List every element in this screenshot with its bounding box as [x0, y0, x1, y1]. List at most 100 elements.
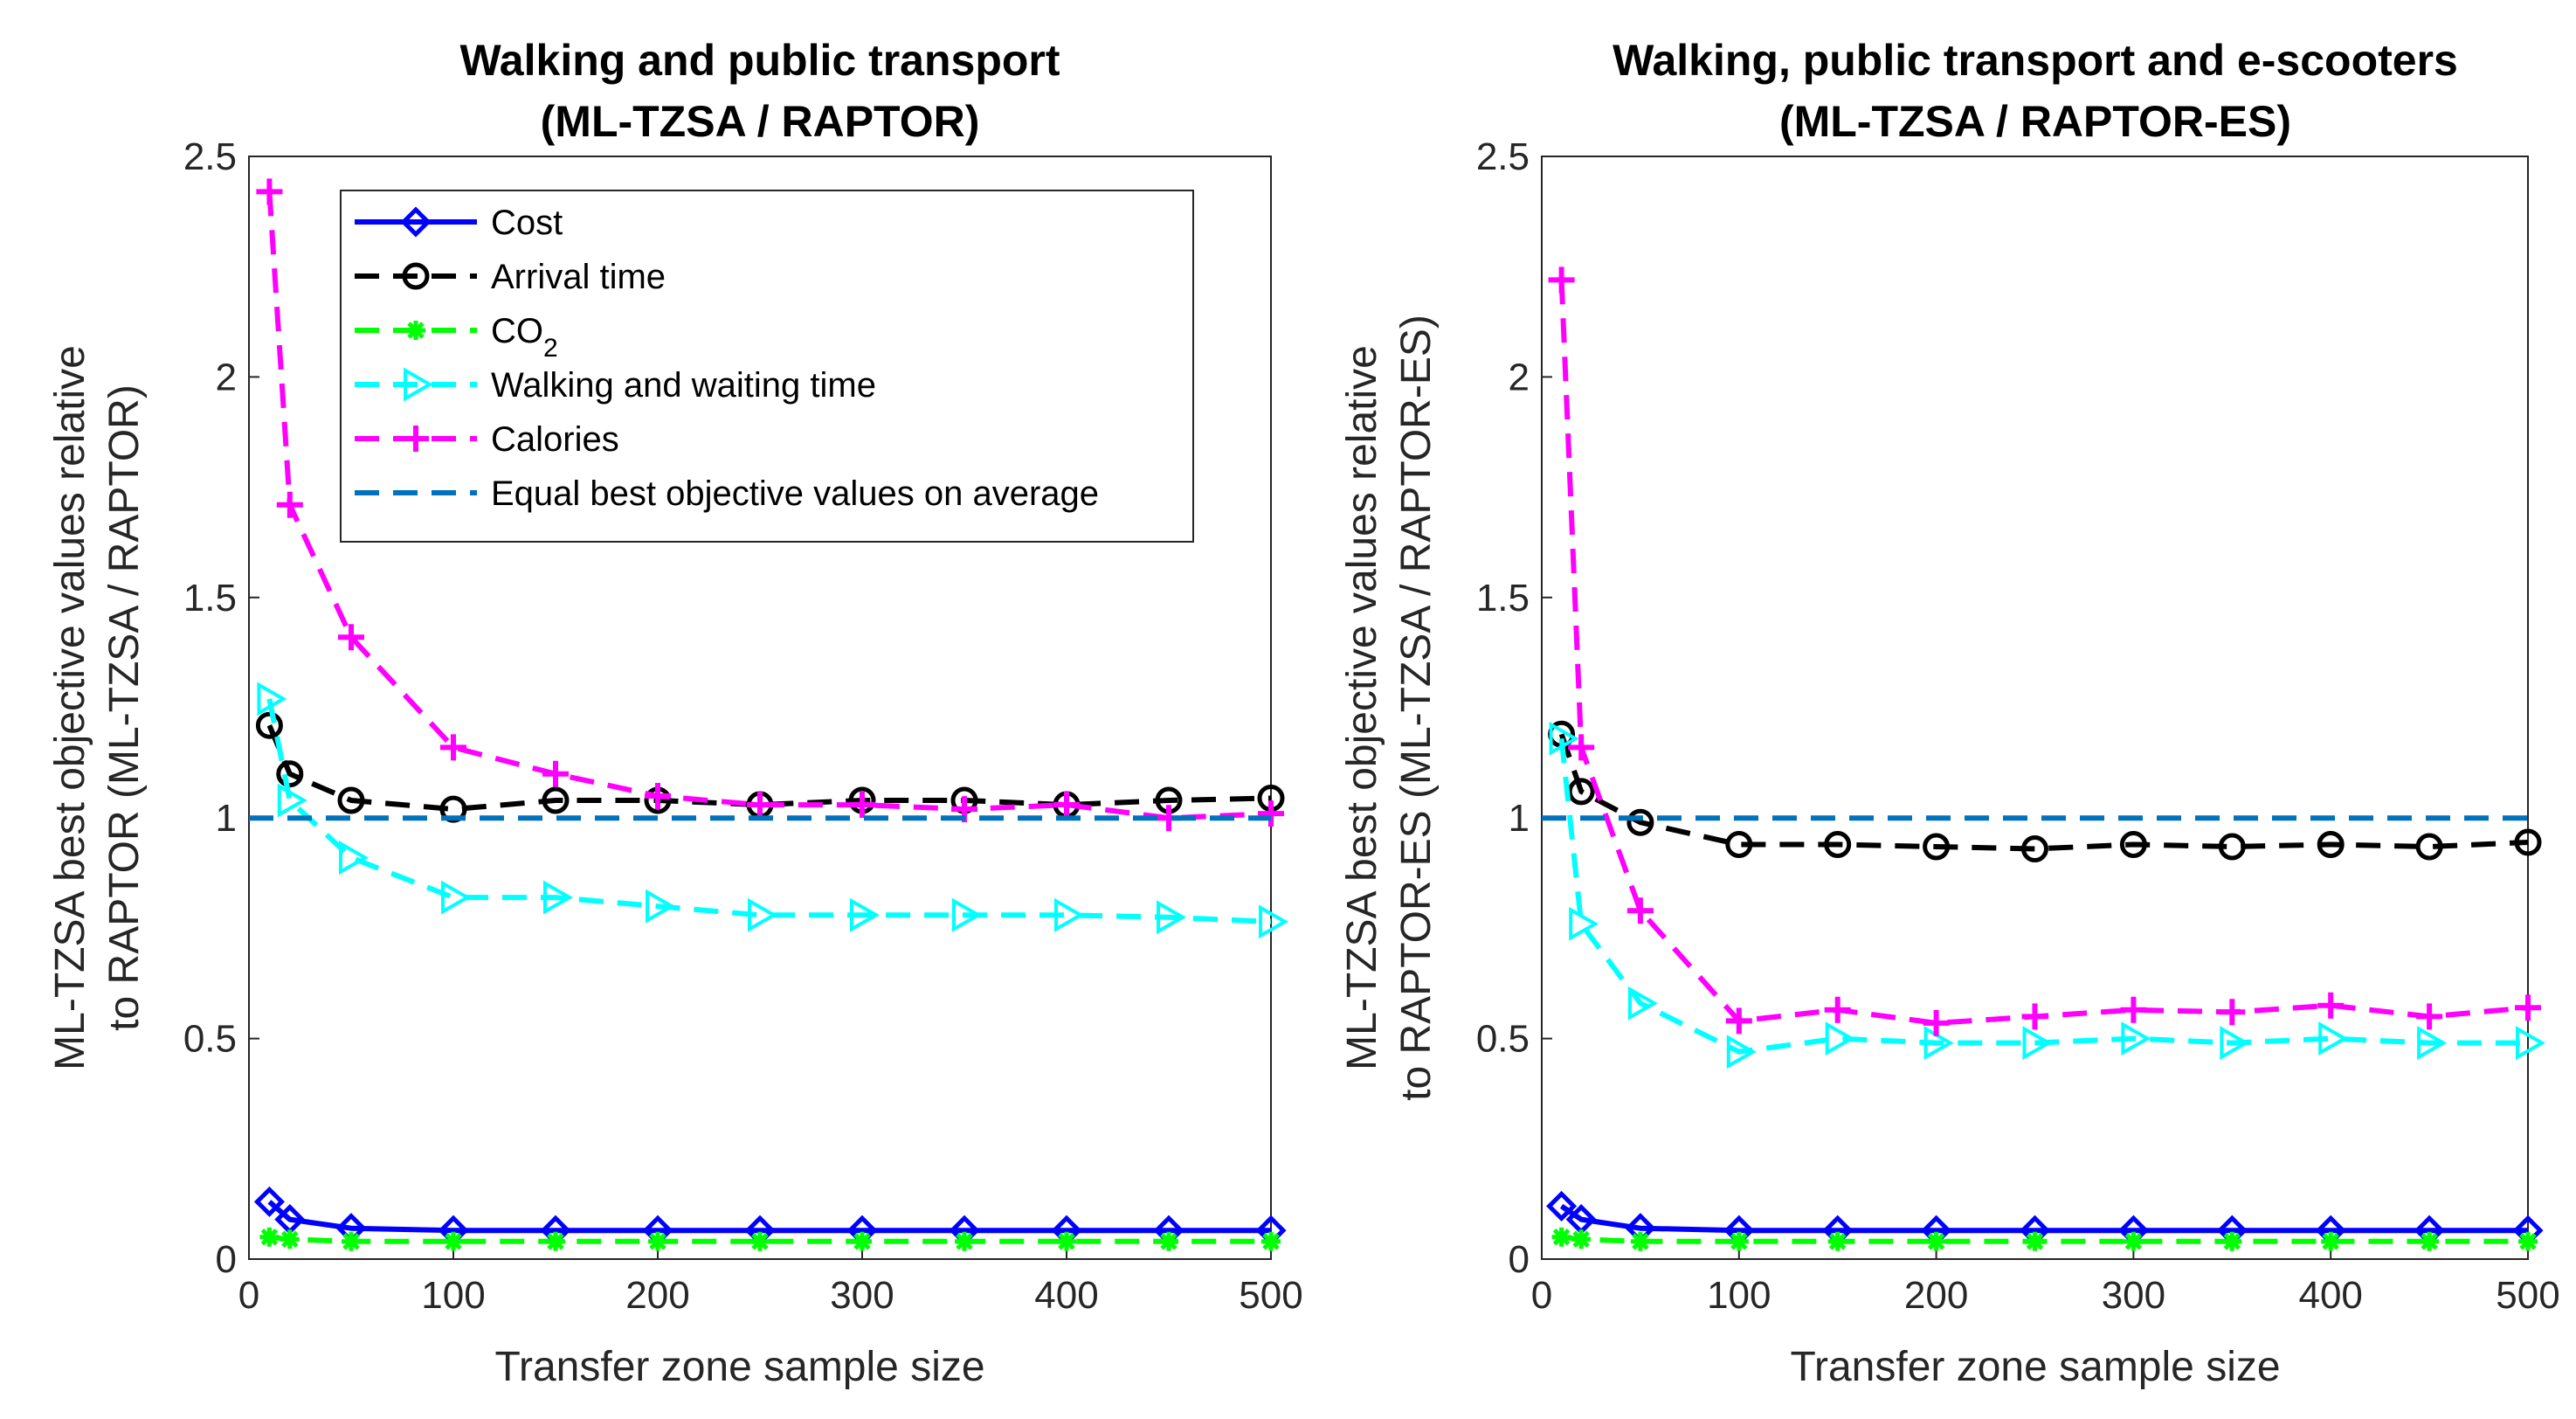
left-y-tick-label: 0	[216, 1238, 237, 1281]
legend-marker-arrival	[402, 262, 430, 290]
right-point-calories	[2515, 994, 2541, 1021]
right-chart-title-line2: (ML-TZSA / RAPTOR-ES)	[1779, 97, 2291, 146]
left-point-calories	[338, 624, 364, 651]
legend-marker-cost	[400, 206, 432, 238]
right-x-tick-label: 500	[2496, 1274, 2559, 1317]
right-point-calories	[2021, 1003, 2048, 1030]
left-series-line-arrival	[266, 724, 1272, 813]
right-point-walking	[2516, 1026, 2546, 1061]
legend-marker-walking	[404, 367, 434, 402]
left-point-co2	[955, 1231, 974, 1251]
left-point-walking	[339, 841, 369, 876]
right-point-co2	[1827, 1231, 1847, 1251]
left-x-axis-label: Transfer zone sample size	[494, 1344, 984, 1390]
right-chart-panel: Walking, public transport and e-scooters…	[1339, 36, 2560, 1390]
legend-marker-co2	[406, 321, 425, 340]
right-point-co2	[2420, 1231, 2440, 1251]
right-point-calories	[1923, 1009, 1950, 1036]
left-y-tick-label: 1	[216, 797, 237, 840]
right-point-arrival	[1923, 833, 1951, 861]
right-y-tick-label: 2	[1509, 356, 1530, 398]
right-point-walking	[2121, 1021, 2151, 1056]
right-point-co2	[2124, 1231, 2144, 1251]
right-series-line-co2	[1561, 1234, 2528, 1244]
legend-samples	[355, 206, 477, 495]
right-chart-title-line1: Walking, public transport and e-scooters	[1613, 36, 2458, 85]
right-point-calories	[2219, 999, 2246, 1026]
right-point-walking	[1569, 906, 1599, 941]
right-point-arrival	[2119, 830, 2147, 858]
left-point-arrival	[542, 786, 570, 814]
left-point-co2	[1159, 1231, 1178, 1251]
right-point-walking	[2022, 1026, 2053, 1061]
legend-label-arrival: Arrival time	[491, 258, 666, 296]
left-x-tick-label: 0	[238, 1274, 259, 1317]
left-point-walking	[952, 897, 983, 932]
left-point-cost	[253, 1186, 285, 1217]
right-point-co2	[2222, 1231, 2242, 1251]
left-point-walking	[1054, 897, 1085, 932]
left-point-co2	[1261, 1231, 1281, 1251]
left-point-walking	[748, 897, 778, 932]
right-y-axis-label-line2: to RAPTOR-ES (ML-TZSA / RAPTOR-ES)	[1393, 315, 1440, 1101]
legend-label-walking: Walking and waiting time	[491, 366, 876, 405]
left-y-tick-label: 0.5	[183, 1018, 237, 1061]
left-chart-panel: Walking and public transport (ML-TZSA / …	[47, 36, 1303, 1390]
left-series-line-calories	[266, 191, 1272, 821]
right-point-calories	[2416, 1003, 2443, 1030]
right-point-calories	[1548, 266, 1575, 294]
right-point-arrival	[1626, 808, 1654, 836]
right-point-calories	[1626, 897, 1654, 924]
right-point-walking	[2318, 1021, 2349, 1056]
legend-label-co2-subscript: 2	[543, 334, 558, 363]
right-y-tick-label: 1.5	[1476, 577, 1530, 620]
left-point-calories	[1053, 792, 1080, 819]
right-point-co2	[2518, 1231, 2538, 1251]
left-y-tick-label: 2	[216, 356, 237, 398]
left-point-calories	[542, 760, 569, 787]
right-x-tick-label: 100	[1707, 1274, 1771, 1317]
right-x-tick-label: 400	[2298, 1274, 2362, 1317]
left-point-co2	[546, 1231, 565, 1251]
right-point-co2	[2321, 1231, 2341, 1251]
right-y-tick-label: 0	[1509, 1238, 1530, 1281]
left-point-walking	[277, 783, 307, 818]
right-point-walking	[1627, 986, 1658, 1021]
left-y-tick-label: 2.5	[183, 135, 237, 178]
right-point-arrival	[1725, 830, 1753, 858]
right-x-tick-label: 0	[1531, 1274, 1552, 1317]
legend-label-equal: Equal best objective values on average	[491, 474, 1099, 513]
left-point-walking	[1157, 900, 1187, 935]
right-point-arrival	[2021, 835, 2048, 863]
right-point-co2	[1571, 1229, 1592, 1249]
right-y-tick-label: 1	[1509, 797, 1530, 840]
left-point-co2	[1057, 1231, 1076, 1251]
right-point-walking	[2417, 1026, 2448, 1061]
legend-label-co2: CO2	[491, 312, 558, 363]
right-point-cost	[1546, 1190, 1578, 1222]
right-x-tick-label: 300	[2102, 1274, 2165, 1317]
right-point-calories	[2317, 992, 2345, 1019]
left-y-tick-label: 1.5	[183, 577, 237, 620]
legend-label-cost: Cost	[491, 204, 563, 242]
right-point-arrival	[1824, 830, 1852, 858]
left-point-arrival	[337, 786, 365, 814]
left-point-co2	[750, 1231, 770, 1251]
left-x-tick-label: 200	[625, 1274, 689, 1317]
right-series-line-calories	[1558, 280, 2529, 1026]
right-point-walking	[2220, 1026, 2250, 1061]
left-point-walking	[646, 889, 676, 924]
right-y-axis-label-line1: ML-TZSA best objective values relative	[1339, 345, 1385, 1070]
left-point-co2	[342, 1231, 361, 1251]
left-x-tick-label: 400	[1034, 1274, 1098, 1317]
right-point-co2	[1630, 1231, 1650, 1251]
legend: Cost Arrival time CO2 Walking and waitin…	[340, 190, 1194, 543]
right-point-arrival	[1567, 778, 1595, 806]
right-x-axis-label: Transfer zone sample size	[1790, 1344, 2280, 1390]
right-point-calories	[1824, 996, 1851, 1023]
left-point-co2	[259, 1227, 280, 1247]
right-point-arrival	[2317, 830, 2345, 858]
left-point-calories	[256, 178, 283, 205]
left-point-arrival	[276, 760, 304, 788]
